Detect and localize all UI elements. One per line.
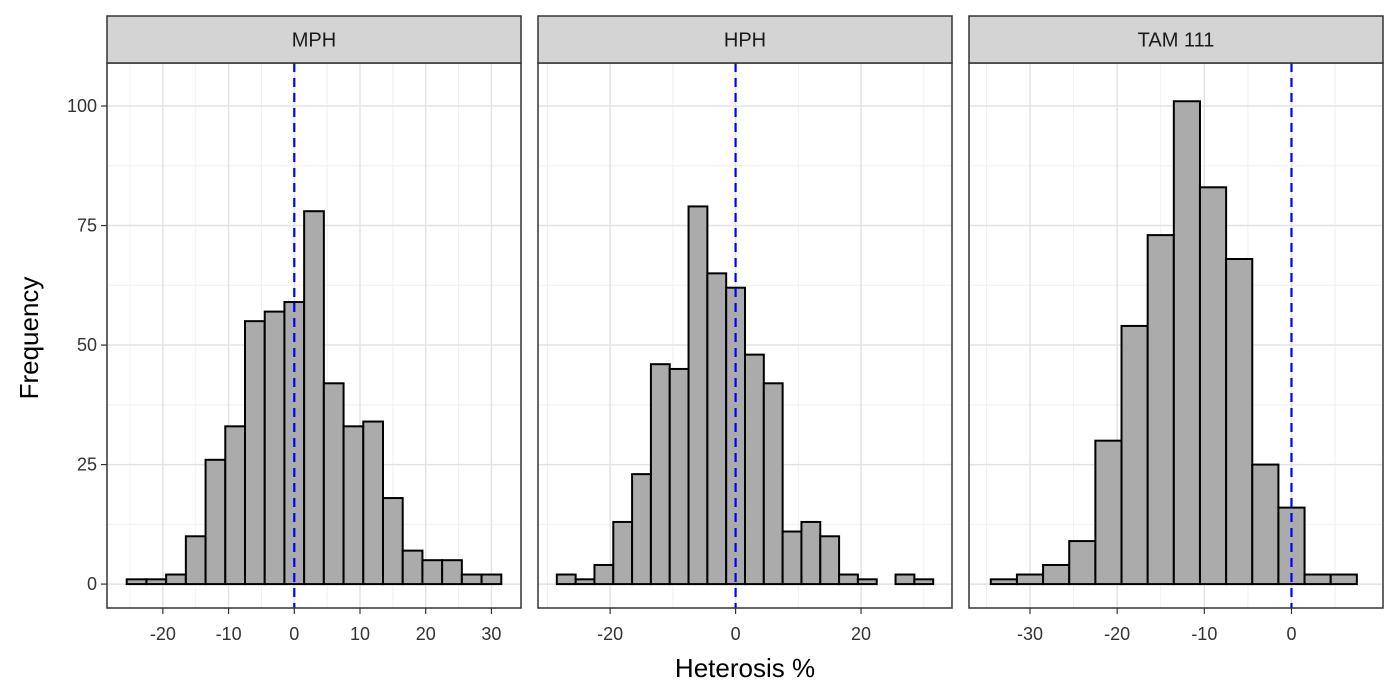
x-tick-label: 30 [481, 624, 501, 644]
x-axis-title: Heterosis % [675, 653, 815, 683]
histogram-bar [744, 353, 765, 586]
histogram-bar [1251, 463, 1280, 586]
facet-strip [537, 15, 953, 64]
y-axis-title: Frequency [14, 277, 44, 400]
histogram-bar [856, 578, 878, 586]
x-tick-label: -30 [1017, 624, 1043, 644]
histogram-bar [1303, 573, 1332, 586]
panel-mph: MPH -20 -10 0 10 20 30 [106, 15, 522, 644]
histogram-bar [1198, 186, 1228, 586]
histogram-bar [555, 573, 577, 586]
histogram-bar [725, 286, 747, 586]
x-tick-label: 0 [1286, 624, 1296, 644]
histogram-bar [441, 559, 463, 586]
histogram-bar [706, 272, 728, 586]
histogram-bar [244, 320, 266, 586]
y-axis: 0 25 50 75 100 [67, 96, 107, 594]
histogram-bar [382, 497, 404, 586]
histogram-bar [762, 382, 784, 586]
histogram-bar [819, 535, 841, 586]
histogram-bar [342, 425, 365, 586]
histogram-bar [989, 578, 1018, 586]
histogram-bar [593, 563, 615, 586]
histogram-bar [781, 530, 803, 586]
histogram-bar [574, 578, 596, 586]
histogram-bar [303, 210, 325, 586]
histogram-bar [421, 559, 444, 586]
histogram-bar [145, 578, 168, 586]
histogram-bar [165, 573, 187, 586]
histogram-bar [224, 425, 247, 586]
histogram-bar [322, 382, 345, 586]
panel-tam-111: TAM 111 -30 -20 -10 0 [968, 15, 1384, 644]
histogram-bar [204, 458, 227, 586]
y-tick-label: 50 [77, 335, 97, 355]
facet-strip-label: MPH [292, 30, 336, 52]
histogram-bar [401, 549, 424, 586]
histogram-bar [480, 573, 503, 586]
histogram-bar [460, 573, 483, 586]
facet-strip [106, 15, 522, 64]
histogram-bar [125, 578, 148, 586]
x-tick-label: -20 [1104, 624, 1130, 644]
histogram-bar [1225, 258, 1254, 586]
histogram-bar [1120, 324, 1149, 586]
facet-strip-label: TAM 111 [1138, 30, 1215, 52]
histogram-bar [668, 367, 690, 586]
facet-strip-label: HPH [724, 30, 766, 52]
y-tick-label: 75 [77, 216, 97, 236]
histogram-bar [838, 573, 859, 586]
y-tick-label: 25 [77, 455, 97, 475]
histogram-bar [1015, 573, 1045, 586]
facet-strip [968, 15, 1384, 64]
x-tick-label: -20 [597, 624, 623, 644]
histogram-bar [1172, 100, 1201, 586]
histogram-bar [1146, 234, 1175, 586]
x-tick-label: 20 [416, 624, 436, 644]
histogram-bar [1042, 563, 1071, 586]
panel-hph: HPH -20 0 20 [537, 15, 953, 644]
histogram-bar [1068, 540, 1097, 586]
histogram-bar [612, 520, 634, 586]
y-tick-label: 0 [87, 574, 97, 594]
histogram-bar [687, 205, 709, 586]
x-tick-label: -20 [150, 624, 176, 644]
x-tick-label: 20 [851, 624, 871, 644]
x-tick-label: 0 [731, 624, 741, 644]
x-tick-label: -10 [216, 624, 242, 644]
histogram-bar [1094, 439, 1123, 586]
histogram-bar [631, 473, 652, 586]
y-tick-label: 100 [67, 96, 97, 116]
histogram-bar [894, 573, 916, 586]
histogram-bar [362, 420, 384, 586]
histogram-bar [1329, 573, 1358, 586]
x-tick-label: -10 [1191, 624, 1217, 644]
histogram-bar [800, 520, 822, 586]
histogram-bar [263, 310, 286, 586]
x-tick-label: 10 [350, 624, 370, 644]
histogram-bar [649, 363, 671, 586]
histogram-bar [913, 578, 935, 586]
x-tick-label: 0 [289, 624, 299, 644]
panels-layer: MPH -20 -10 0 10 20 30 HPH -20 0 20 TAM 111 -30 -20 -1… [106, 15, 1384, 644]
histogram-bar [184, 535, 207, 586]
